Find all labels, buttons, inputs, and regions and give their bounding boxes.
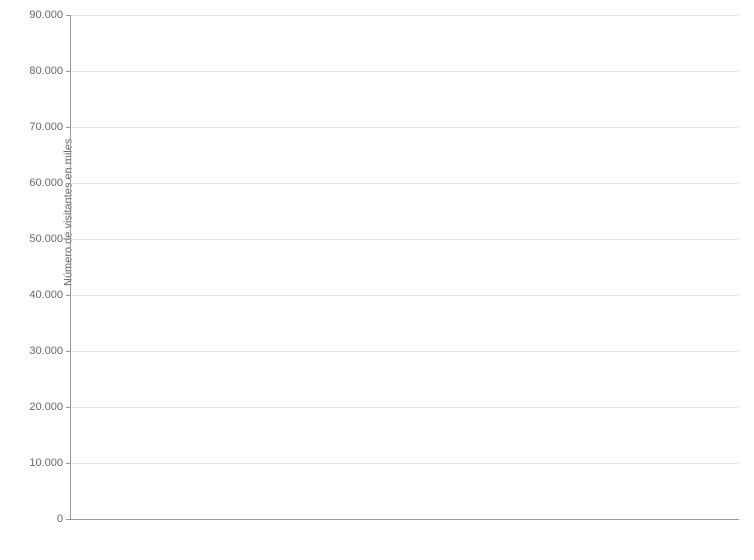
y-tick-label: 90.000	[29, 9, 63, 21]
y-tick-mark	[66, 519, 71, 520]
y-tick-label: 70.000	[29, 121, 63, 133]
y-tick-label: 0	[57, 513, 63, 525]
y-tick-label: 50.000	[29, 233, 63, 245]
y-tick-label: 80.000	[29, 65, 63, 77]
y-tick-label: 40.000	[29, 289, 63, 301]
chart-container: Número de visitantes en miles 010.00020.…	[0, 0, 754, 560]
y-tick-label: 10.000	[29, 457, 63, 469]
y-tick-label: 60.000	[29, 177, 63, 189]
y-tick-label: 20.000	[29, 401, 63, 413]
y-tick-label: 30.000	[29, 345, 63, 357]
bars-area	[71, 15, 739, 519]
plot-area: 010.00020.00030.00040.00050.00060.00070.…	[70, 15, 739, 520]
